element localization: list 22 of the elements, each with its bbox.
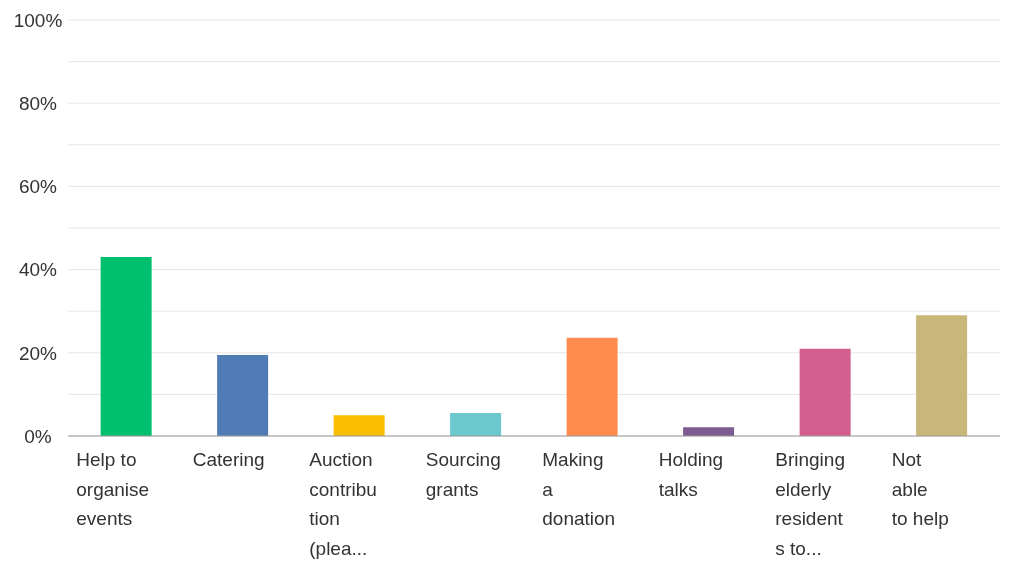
y-tick-label: 0% — [24, 425, 52, 447]
x-tick-label: Making a donation — [542, 449, 616, 529]
y-tick-label: 20% — [18, 342, 58, 364]
y-tick-label: 60% — [18, 176, 58, 198]
bar — [799, 348, 851, 436]
bar — [333, 415, 385, 436]
x-tick-label: Holding talks — [658, 449, 724, 500]
bar — [100, 257, 152, 436]
bar — [916, 315, 968, 436]
x-tick-label: Bringing elderly residents to... — [775, 449, 845, 559]
bar — [450, 413, 502, 436]
x-tick-label: Help to organise events — [76, 449, 150, 529]
y-tick-label: 100% — [13, 9, 63, 31]
bar — [683, 427, 735, 436]
bar — [217, 354, 269, 436]
y-tick-label: 80% — [18, 92, 58, 114]
x-tick-label: Not able to help — [891, 449, 949, 529]
x-tick-label: Catering — [192, 449, 265, 470]
x-tick-label: Auction contribution (plea... — [309, 449, 377, 559]
bar — [566, 337, 618, 436]
y-tick-label: 40% — [18, 259, 58, 281]
x-tick-label: Sourcing grants — [425, 449, 501, 500]
